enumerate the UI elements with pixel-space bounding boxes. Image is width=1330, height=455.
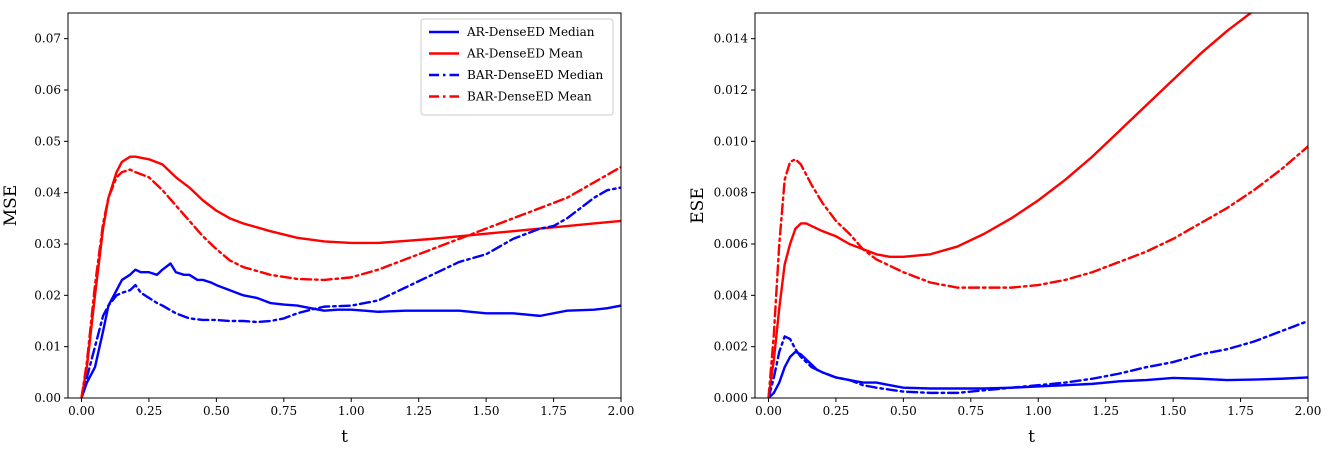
legend: AR-DenseED Median AR-DenseED Mean BAR-Dens… [420,18,614,116]
legend-box [420,18,614,116]
y-tick-label: 0.004 [714,288,749,302]
x-tick-label: 0.75 [957,404,984,418]
y-tick-label: 0.002 [714,340,748,354]
x-tick-label: 0.75 [270,404,297,418]
x-tick-label: 1.50 [473,404,500,418]
x-tick-label: 0.00 [755,404,782,418]
plot-frame [67,12,622,399]
series-line-0 [767,350,1308,398]
y-tick-label: 0.01 [34,340,61,354]
x-tick-label: 0.50 [890,404,917,418]
x-tick-label: 1.50 [1160,404,1187,418]
y-tick-label: 0.03 [34,237,61,251]
y-tick-label: 0.010 [714,134,748,148]
mse-chart: 0.00 0.25 0.50 0.75 1.00 1.25 1.50 1.75 2.00 0.00… [1,12,635,447]
plot-frame [754,12,1309,399]
legend-entry: AR-DenseED Median [466,25,595,39]
series-line-1 [767,13,1253,398]
y-tick-label: 0.04 [34,186,61,200]
legend-entry: BAR-DenseED Median [467,68,604,82]
series-line-3 [767,145,1308,398]
y-axis-label: MSE [1,185,21,226]
x-tick-label: 1.00 [1025,404,1052,418]
series-line-2 [80,186,621,398]
series-group [767,13,1308,398]
y-tick-label: 0.000 [714,391,748,405]
legend-entry: AR-DenseED Mean [466,47,583,61]
y-tick-label: 0.05 [34,134,61,148]
y-tick-label: 0.07 [34,32,61,46]
y-tick-label: 0.00 [34,391,61,405]
series-line-1 [80,155,621,398]
x-tick-label: 0.25 [823,404,850,418]
series-group [80,155,621,398]
y-tick-label: 0.06 [34,83,61,97]
y-tick-label: 0.006 [714,237,748,251]
x-tick-label: 1.75 [540,404,567,418]
y-tick-label: 0.012 [714,83,748,97]
y-tick-label: 0.014 [714,32,749,46]
x-tick-label: 0.00 [68,404,95,418]
x-tick-label: 0.50 [203,404,230,418]
x-tick-label: 1.75 [1227,404,1254,418]
x-axis-label: t [1028,427,1035,447]
x-tick-label: 2.00 [1295,404,1322,418]
y-axis-label: ESE [688,187,708,223]
y-tick-label: 0.02 [34,288,61,302]
y-tick-label: 0.008 [714,186,748,200]
ese-chart: 0.00 0.25 0.50 0.75 1.00 1.25 1.50 1.75 2.00 0.00… [688,12,1322,447]
x-tick-label: 2.00 [608,404,635,418]
series-line-3 [80,165,621,398]
legend-entry: BAR-DenseED Mean [467,90,592,104]
x-tick-label: 1.25 [405,404,432,418]
x-tick-label: 0.25 [136,404,163,418]
x-tick-label: 1.25 [1092,404,1119,418]
x-tick-label: 1.00 [338,404,365,418]
x-axis-label: t [341,427,348,447]
series-line-0 [80,262,621,398]
series-line-2 [767,319,1308,398]
